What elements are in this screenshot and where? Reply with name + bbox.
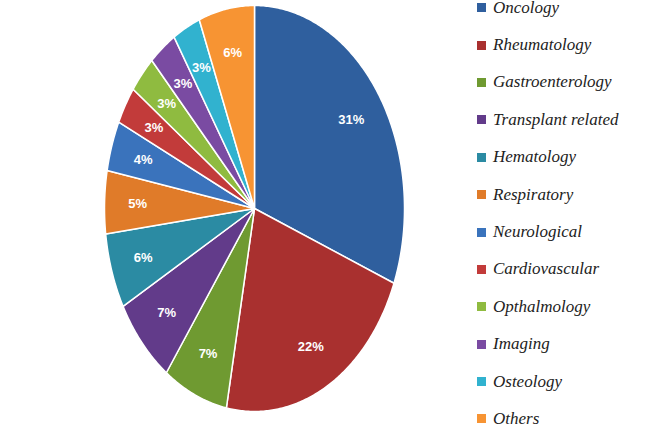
html-text:Rheumatology: Rheumatology	[493, 35, 592, 55]
svg-text:5%: 5%	[128, 196, 147, 211]
svg-text:22%: 22%	[298, 339, 324, 354]
html-text:Neurological: Neurological	[493, 222, 583, 241]
html-text:Cardiovascular: Cardiovascular	[493, 259, 600, 279]
html-text:Respiratory: Respiratory	[493, 184, 574, 204]
html-text:Osteology: Osteology	[493, 371, 562, 391]
svg-text:3%: 3%	[173, 76, 192, 91]
svg-text:7%: 7%	[199, 346, 218, 361]
svg-text:6%: 6%	[134, 250, 153, 265]
svg-text:6%: 6%	[223, 45, 242, 60]
svg-text:31%: 31%	[338, 112, 364, 127]
svg-text:4%: 4%	[134, 152, 153, 167]
html-text:Imaging: Imaging	[493, 334, 550, 354]
html-text:Opthalmology: Opthalmology	[493, 296, 591, 316]
html-text:Others: Others	[493, 409, 540, 428]
html-text:Gastroenterology: Gastroenterology	[493, 72, 612, 92]
svg-text:3%: 3%	[157, 96, 176, 111]
html-text:Transplant related: Transplant related	[493, 109, 619, 129]
svg-text:3%: 3%	[144, 120, 163, 135]
svg-text:7%: 7%	[157, 305, 176, 320]
html-text:Hematology: Hematology	[493, 147, 577, 167]
svg-text:3%: 3%	[192, 60, 211, 75]
